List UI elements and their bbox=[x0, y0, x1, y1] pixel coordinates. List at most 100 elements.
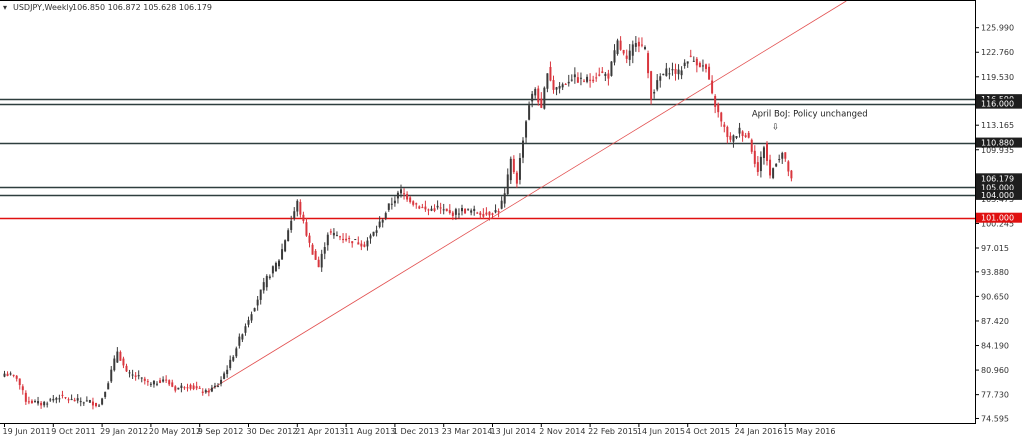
price-tick-label: 84.190 bbox=[981, 342, 1009, 351]
candle bbox=[165, 375, 168, 383]
candle-body bbox=[128, 372, 131, 374]
price-tag-label: 116.000 bbox=[981, 100, 1014, 109]
symbol-dropdown-icon[interactable]: ▾ bbox=[3, 3, 7, 12]
price-tag-box bbox=[976, 173, 1022, 184]
candle-body bbox=[12, 374, 15, 376]
candle-body bbox=[256, 299, 259, 306]
time-tick-label: 14 Jun 2015 bbox=[637, 427, 685, 436]
candle-body bbox=[644, 47, 646, 50]
candle bbox=[323, 242, 326, 260]
trendline[interactable] bbox=[205, 0, 847, 393]
candle bbox=[95, 402, 97, 408]
candle bbox=[671, 62, 674, 76]
candle-body bbox=[406, 194, 409, 200]
candle bbox=[241, 333, 244, 343]
candle bbox=[433, 204, 436, 213]
candle bbox=[369, 233, 372, 244]
candle bbox=[98, 403, 101, 407]
candle-body bbox=[595, 77, 598, 79]
candle-body bbox=[85, 400, 88, 402]
price-tag-label: 104.000 bbox=[981, 191, 1014, 200]
candle bbox=[476, 211, 479, 214]
candle-body bbox=[101, 398, 104, 405]
candle bbox=[293, 207, 296, 221]
candle bbox=[686, 61, 689, 68]
candle bbox=[406, 191, 409, 202]
candle bbox=[634, 36, 637, 52]
candle bbox=[30, 399, 33, 404]
candle-body bbox=[503, 193, 506, 204]
candle bbox=[360, 240, 363, 251]
candle bbox=[479, 210, 482, 219]
candle bbox=[549, 61, 552, 82]
candle-body bbox=[177, 387, 180, 390]
candle-body bbox=[625, 55, 628, 59]
candle bbox=[781, 151, 784, 164]
candle-body bbox=[348, 238, 351, 240]
candle-body bbox=[637, 41, 640, 47]
candle-body bbox=[772, 168, 775, 178]
candle bbox=[717, 102, 720, 118]
candle bbox=[348, 235, 351, 244]
time-tick-label: 19 Jun 2011 bbox=[3, 427, 51, 436]
candle bbox=[427, 208, 430, 216]
candle-body bbox=[125, 365, 128, 372]
candle-body bbox=[354, 239, 357, 241]
candle-body bbox=[726, 126, 729, 138]
candle bbox=[34, 399, 36, 403]
price-tags: 116.590116.000110.880105.000104.000101.0… bbox=[976, 94, 1022, 223]
price-tag-box bbox=[976, 189, 1022, 200]
candle bbox=[497, 208, 500, 218]
candle-body bbox=[46, 403, 49, 405]
annotation-arrow-icon: ⇩ bbox=[772, 123, 779, 133]
candle-body bbox=[162, 379, 165, 382]
candle-body bbox=[583, 80, 585, 82]
candle bbox=[714, 94, 717, 114]
candle bbox=[631, 40, 634, 64]
candle bbox=[546, 73, 549, 93]
candle-body bbox=[497, 211, 500, 213]
candle-body bbox=[21, 386, 24, 391]
candle bbox=[64, 397, 67, 400]
candle-body bbox=[116, 351, 119, 363]
candle bbox=[674, 63, 677, 81]
candle-body bbox=[156, 383, 158, 385]
candle bbox=[705, 63, 707, 73]
candle bbox=[76, 394, 79, 404]
candle-body bbox=[528, 105, 531, 120]
candle-body bbox=[400, 189, 402, 194]
candle bbox=[698, 61, 701, 68]
candle-body bbox=[500, 200, 503, 209]
candle-body bbox=[250, 314, 253, 321]
candle-body bbox=[753, 150, 756, 164]
price-tag-box bbox=[976, 212, 1022, 223]
candle bbox=[134, 372, 137, 381]
candle bbox=[140, 377, 143, 383]
candle bbox=[320, 249, 323, 272]
candle bbox=[143, 376, 146, 385]
candle bbox=[3, 370, 6, 378]
candle bbox=[396, 190, 399, 204]
candle-body bbox=[281, 249, 284, 260]
candle bbox=[381, 218, 384, 228]
candle-body bbox=[34, 401, 36, 403]
candle bbox=[244, 323, 247, 336]
candle-body bbox=[598, 74, 601, 76]
candle bbox=[756, 156, 759, 176]
candle-body bbox=[531, 93, 534, 102]
candle bbox=[665, 62, 668, 77]
price-tag-box bbox=[976, 98, 1022, 109]
time-axis[interactable]: 19 Jun 2011 9 Oct 2011 29 Jan 2012 20 May 2… bbox=[3, 423, 836, 436]
candle bbox=[769, 154, 772, 179]
candle bbox=[137, 370, 140, 380]
candle-body bbox=[296, 200, 299, 212]
candle-body bbox=[305, 222, 308, 236]
candle bbox=[91, 397, 94, 410]
candle bbox=[525, 120, 528, 144]
candle bbox=[284, 239, 287, 253]
candle bbox=[329, 228, 332, 235]
candle bbox=[354, 239, 357, 241]
candle bbox=[424, 200, 427, 212]
